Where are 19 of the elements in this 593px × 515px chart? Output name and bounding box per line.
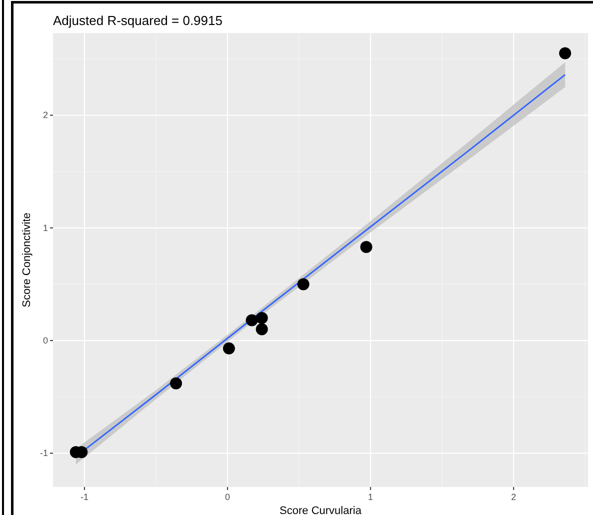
point	[360, 241, 372, 254]
x-tick-label: 0	[225, 492, 230, 502]
point	[297, 278, 310, 290]
y-tick-label: 0	[42, 336, 48, 346]
point	[170, 377, 182, 390]
y-tick-label: -1	[40, 448, 48, 458]
point	[559, 47, 572, 60]
y-tick-label: 2	[42, 110, 48, 120]
y-tick-label: 1	[42, 222, 48, 233]
chart-title: Adjusted R-squared = 0.9915	[53, 13, 222, 28]
y-axis-title: Score Conjonctivite	[21, 212, 33, 308]
point	[256, 323, 268, 336]
point	[256, 312, 268, 324]
x-tick-label: -1	[80, 492, 88, 502]
x-tick-label: 1	[368, 492, 374, 502]
x-axis-title: Score Curvularia	[280, 505, 362, 515]
x-tick-label: 2	[511, 492, 516, 502]
point	[222, 342, 235, 354]
point	[246, 314, 258, 326]
